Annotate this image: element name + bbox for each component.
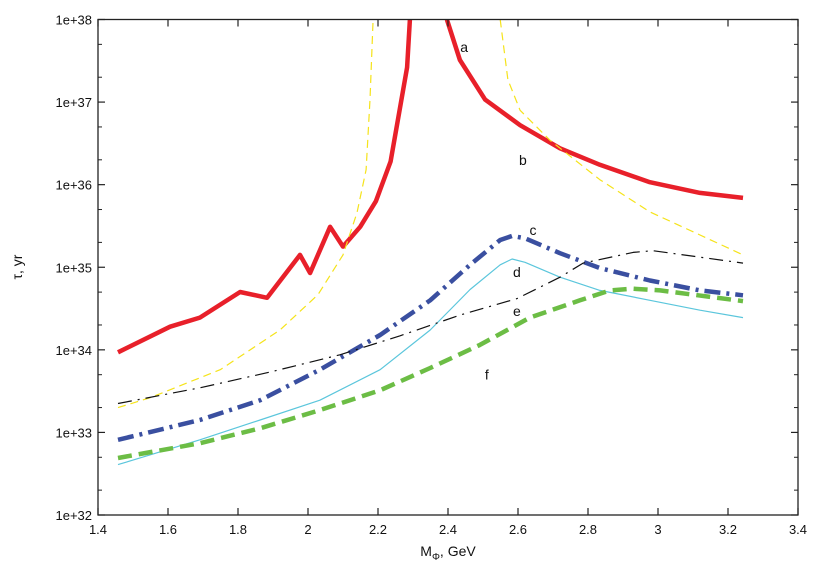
y-tick-label: 1e+35 [55,260,92,275]
annotations: a b c d e f [460,39,536,383]
x-tick-label: 1.4 [89,522,107,537]
series-d-line [117,258,744,466]
x-tick-label: 2.8 [579,522,597,537]
curve-label-b: b [519,152,527,168]
x-tick-label: 3 [654,522,661,537]
series-e-line [117,250,744,405]
x-tick-label: 2.6 [509,522,527,537]
series-b-line [117,19,374,409]
curve-label-a: a [460,39,468,55]
curve-label-c: c [530,222,537,238]
series-c-line [117,233,744,442]
y-tick-label: 1e+36 [55,178,92,193]
x-tick-label: 2 [304,522,311,537]
axis-ticks: 1.4 1.6 1.8 2 2.2 2.4 2.6 2.8 3 3.2 3.4 1e+32 1e+33 1… [55,13,807,538]
x-tick-label: 1.8 [229,522,247,537]
series-a-line [117,19,413,355]
curve-label-d: d [513,264,521,280]
x-tick-label: 1.6 [159,522,177,537]
series-a-line [444,19,744,201]
y-tick-label: 1e+38 [55,13,92,28]
y-axis-label: τ, yr [9,254,25,279]
curve-label-f: f [485,367,489,383]
y-tick-label: 1e+32 [55,508,92,523]
y-tick-label: 1e+34 [55,343,92,358]
x-tick-label: 2.2 [369,522,387,537]
curve-label-e: e [513,303,521,319]
y-tick-label: 1e+37 [55,95,92,110]
x-axis-label: MΦ, GeV [420,543,476,563]
x-tick-label: 2.4 [439,522,457,537]
x-tick-label: 3.4 [789,522,807,537]
y-tick-label: 1e+33 [55,425,92,440]
x-tick-label: 3.2 [719,522,737,537]
series-b-line [499,19,744,256]
series-f-line [117,286,744,461]
curves [117,19,744,466]
